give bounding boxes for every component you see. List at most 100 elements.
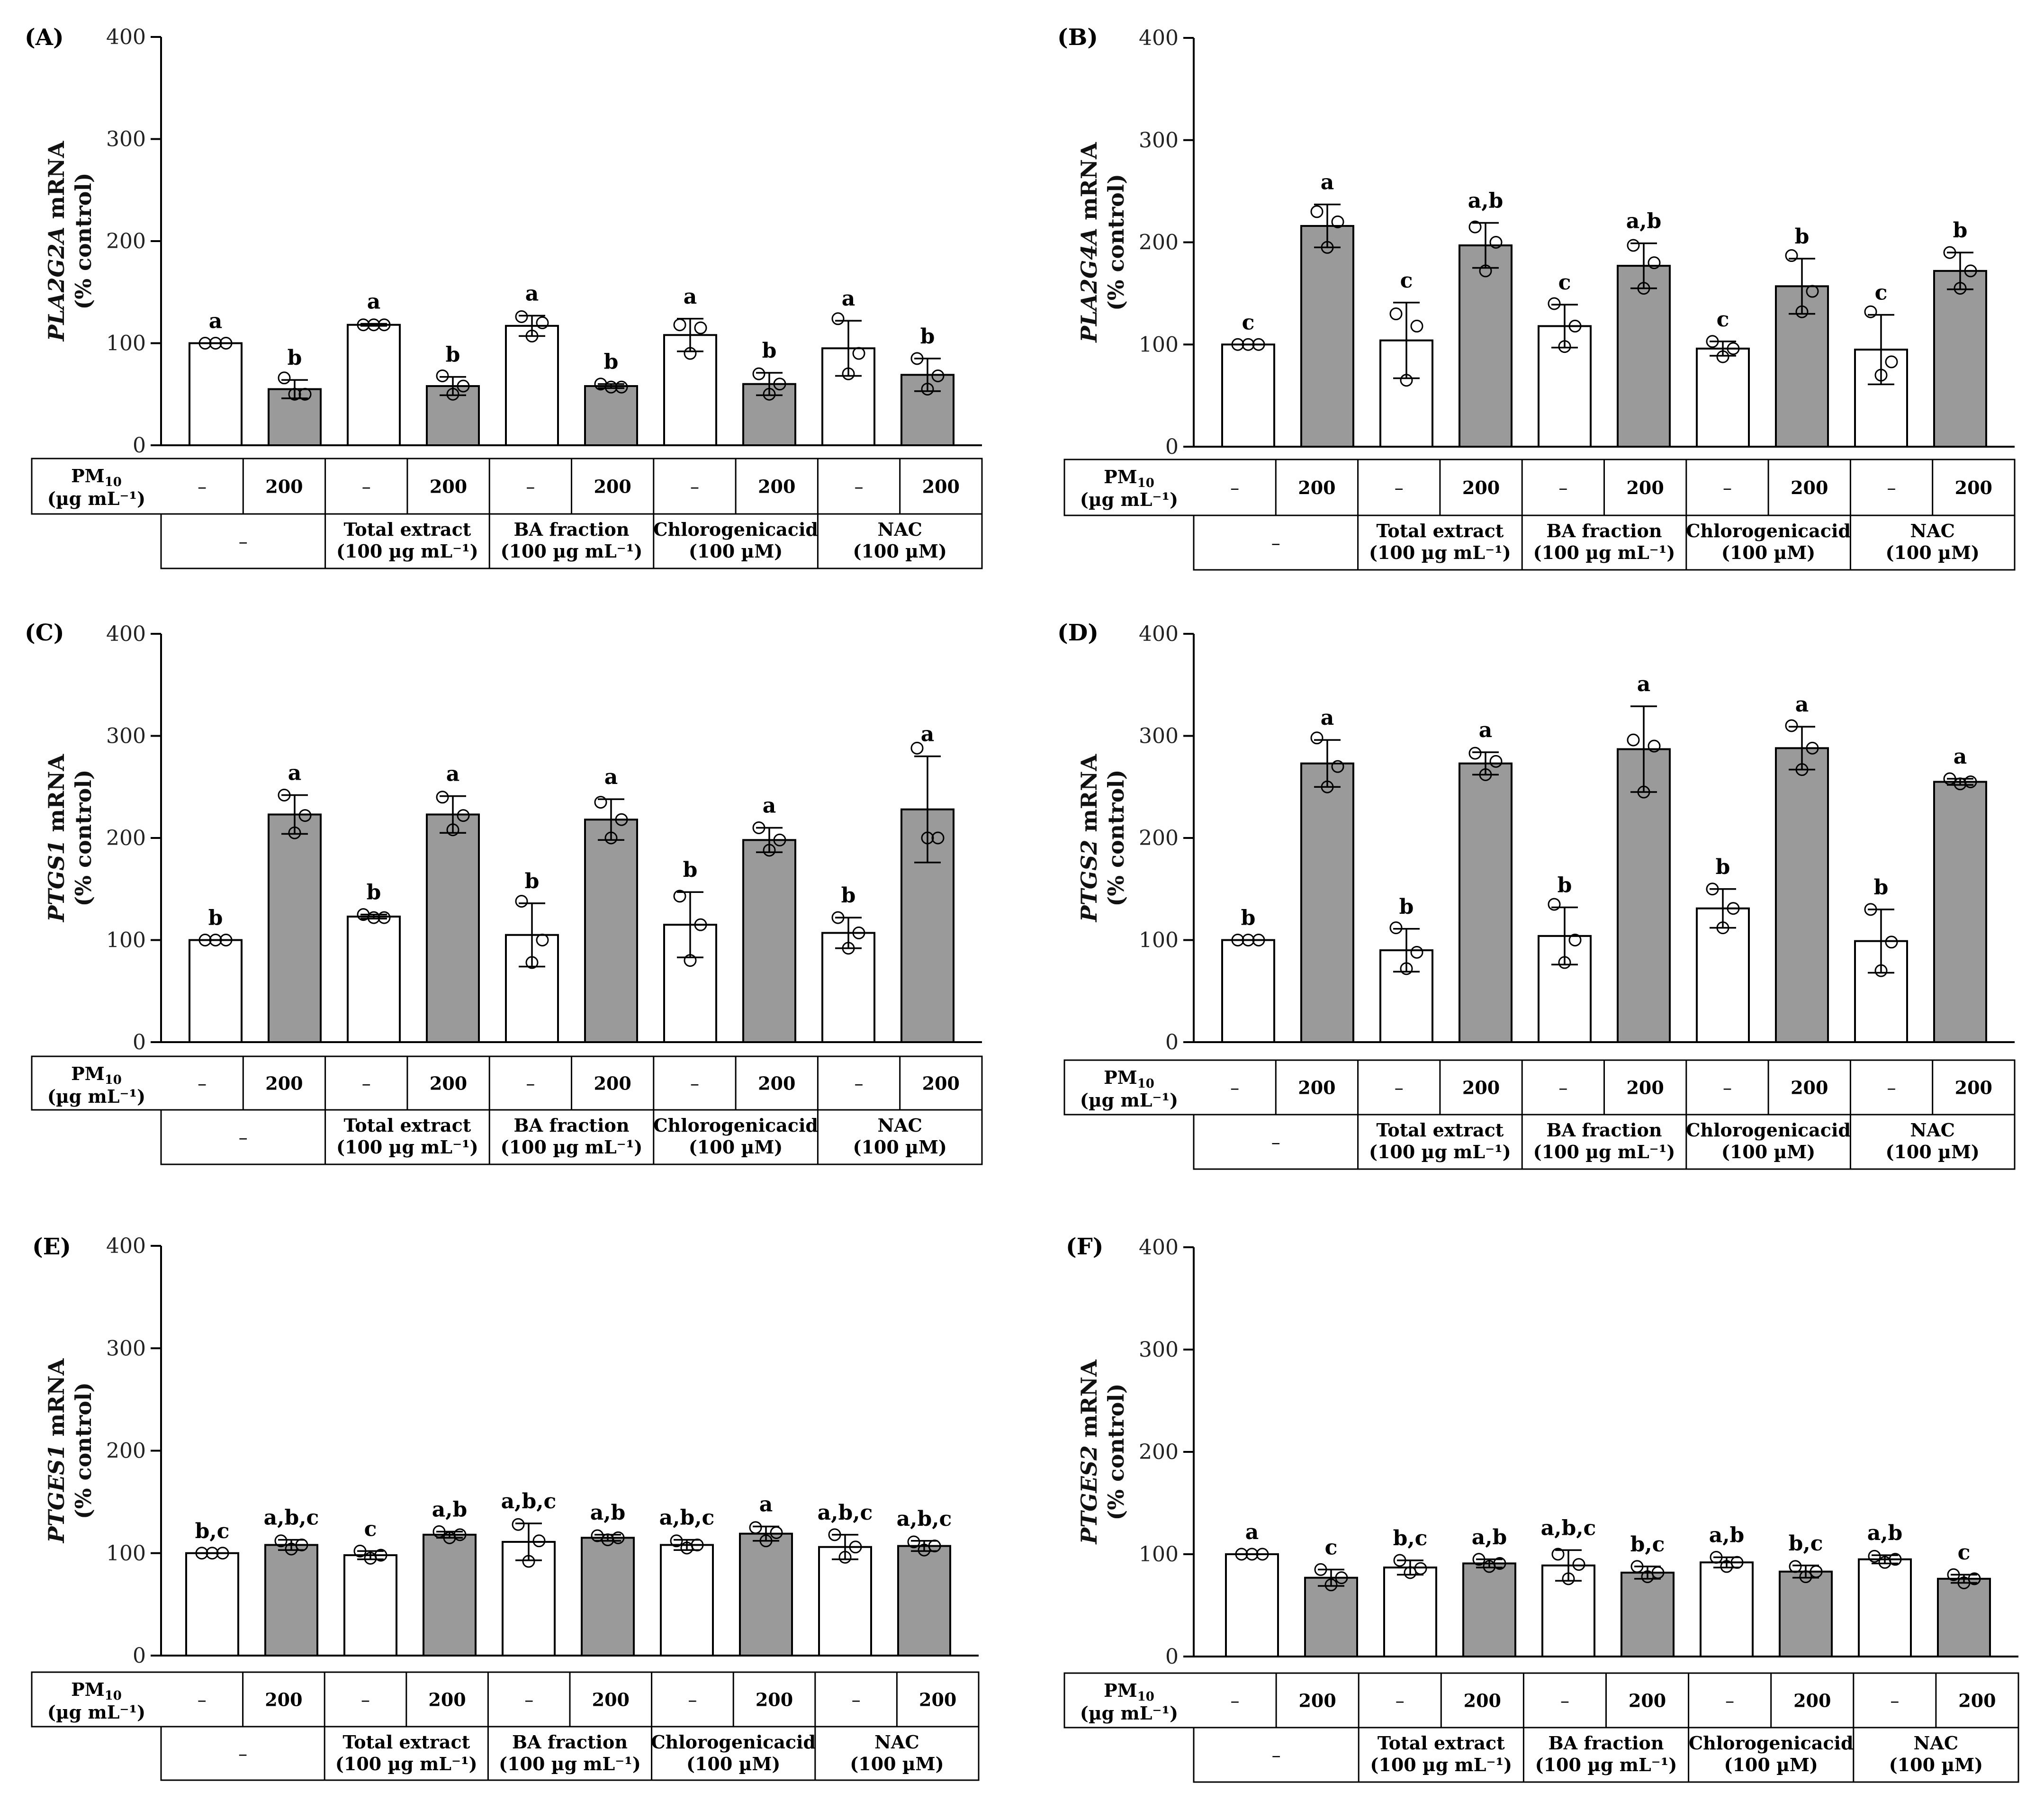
y-tick-label: 400 <box>106 25 146 49</box>
y-tick-label: 0 <box>1165 1030 1179 1054</box>
data-point <box>691 1538 704 1551</box>
treatment-name: Chlorogenicacid <box>1689 1732 1854 1754</box>
significance-label: a <box>446 762 460 786</box>
bar <box>1779 1570 1833 1657</box>
bar <box>1696 907 1750 1043</box>
pm-label-sub: 10 <box>105 1073 122 1087</box>
data-point <box>842 367 855 380</box>
data-point <box>1943 246 1956 259</box>
data-point <box>1548 297 1561 310</box>
significance-label: b <box>1399 895 1414 919</box>
significance-label: b <box>1241 906 1256 930</box>
data-point <box>457 379 470 393</box>
data-point <box>604 831 618 845</box>
y-axis-subtitle: (% control) <box>1103 1383 1129 1520</box>
y-axis-title: PTGES2 mRNA <box>1076 1359 1102 1545</box>
significance-label: a <box>525 281 539 306</box>
treatment-name: Chlorogenicacid <box>653 1115 818 1136</box>
data-point <box>1706 882 1719 896</box>
pm-value: – <box>690 1073 699 1094</box>
y-tick-label: 400 <box>106 1234 146 1258</box>
data-point <box>1321 241 1334 254</box>
data-point <box>1706 335 1719 348</box>
significance-label: c <box>1875 281 1888 305</box>
data-point <box>1235 1548 1248 1561</box>
bar <box>423 1533 477 1657</box>
treatment-dose: (100 µg mL⁻¹) <box>336 1136 478 1158</box>
data-point <box>1648 256 1661 270</box>
bar <box>897 1545 951 1657</box>
y-axis-unit: mRNA <box>44 1358 69 1444</box>
treatment-name: BA fraction <box>512 1731 628 1753</box>
pm-value: – <box>198 1073 207 1094</box>
pm-value: – <box>1231 1691 1240 1711</box>
y-tick-label: 100 <box>106 928 146 953</box>
bar <box>1617 748 1671 1043</box>
data-point <box>1314 1563 1327 1576</box>
y-axis-unit: mRNA <box>1076 754 1102 840</box>
pm-value: – <box>526 1073 535 1094</box>
data-point <box>512 1518 525 1531</box>
data-point <box>763 387 776 401</box>
data-point <box>1389 307 1403 321</box>
data-point <box>684 347 697 360</box>
pm-row <box>1063 459 2016 516</box>
data-point <box>522 1555 535 1568</box>
data-point <box>1562 1572 1575 1585</box>
treatment-dose: (100 µM) <box>1721 542 1815 563</box>
data-point <box>1637 282 1650 295</box>
data-point <box>1799 1570 1812 1584</box>
significance-label: a,b <box>1626 209 1662 234</box>
pm-value: – <box>1887 1078 1896 1099</box>
data-point <box>1558 956 1571 969</box>
y-tick-label: 200 <box>106 1439 146 1463</box>
data-point <box>446 387 459 401</box>
bar <box>189 342 243 446</box>
significance-label: b <box>1795 225 1810 249</box>
y-tick-label: 200 <box>1139 231 1179 255</box>
bar <box>347 915 401 1044</box>
data-point <box>673 890 686 903</box>
pm-label-main: PM <box>71 1679 105 1700</box>
y-axis-unit: mRNA <box>1076 142 1102 228</box>
significance-label: a <box>1321 171 1334 195</box>
data-point <box>1324 1578 1338 1592</box>
data-point <box>525 956 539 969</box>
pm-row <box>31 1055 983 1111</box>
y-axis-gene: PLA2G2A <box>44 227 69 342</box>
y-axis-unit: mRNA <box>44 754 69 840</box>
pm-label-sub: 10 <box>105 1689 122 1703</box>
pm-value: 200 <box>1793 1690 1831 1711</box>
pm-value: – <box>855 477 864 497</box>
data-point <box>673 318 686 332</box>
pm-value: – <box>524 1690 533 1711</box>
panel-label: (A) <box>25 24 64 51</box>
data-point <box>1321 780 1334 793</box>
pm-value: 200 <box>1462 477 1500 498</box>
data-point <box>446 823 459 837</box>
treatment-dose: (100 µM) <box>1721 1141 1815 1162</box>
significance-label: c <box>364 1517 377 1541</box>
significance-label: a,b <box>590 1501 626 1525</box>
pm-value: – <box>1560 1691 1569 1711</box>
data-point <box>1400 374 1413 387</box>
pm-value: – <box>688 1690 697 1711</box>
significance-label: b <box>525 869 540 893</box>
data-point <box>773 833 786 846</box>
y-tick-label: 100 <box>106 1541 146 1566</box>
data-point <box>1558 340 1571 353</box>
pm-value: 200 <box>594 476 631 497</box>
bar <box>1700 1561 1754 1658</box>
data-point <box>1789 1560 1802 1573</box>
data-point <box>1874 369 1888 382</box>
significance-label: a,b,c <box>659 1506 715 1530</box>
y-tick-label: 0 <box>133 1030 146 1054</box>
pm-unit: (µg mL⁻¹) <box>1080 1702 1178 1724</box>
significance-label: b <box>288 346 302 370</box>
panel-2: (B) 0 100 200 300 400 PLA2G4A mRNA (% control) c… <box>1057 24 2016 571</box>
data-point <box>910 741 924 755</box>
significance-label: a <box>1637 672 1651 696</box>
treatment-name: NAC <box>1910 1119 1954 1141</box>
data-point <box>921 382 934 396</box>
